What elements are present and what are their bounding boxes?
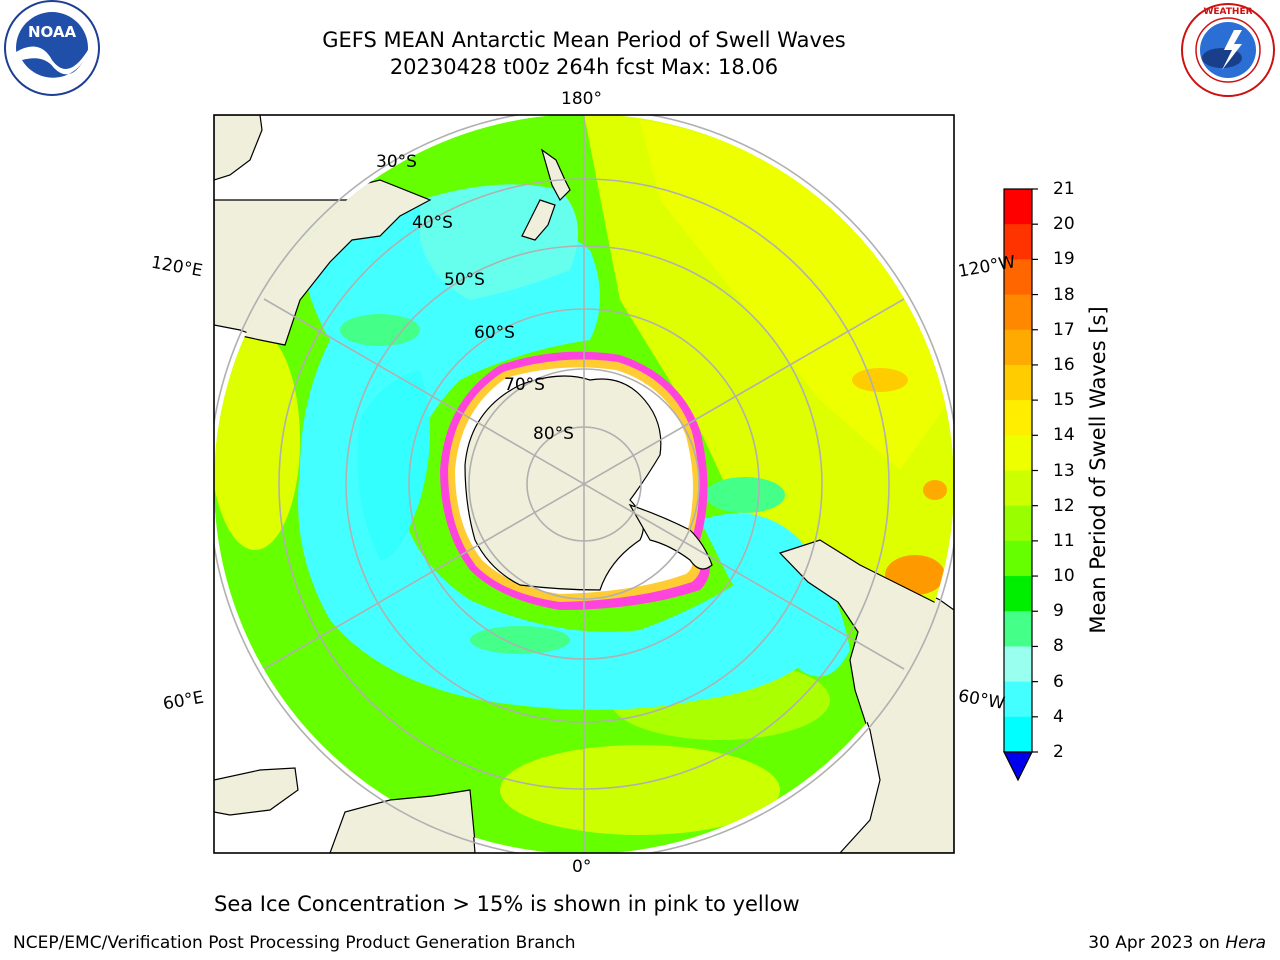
lon-label-0: 0° [572, 857, 592, 877]
colorbar-segment [1004, 505, 1032, 542]
colorbar-segment [1004, 646, 1032, 683]
lon-label-180: 180° [561, 89, 602, 109]
colorbar-segment [1004, 329, 1032, 366]
noaa-logo-text: NOAA [28, 23, 77, 41]
colorbar-tick-label: 12 [1053, 495, 1075, 516]
chart-title: GEFS MEAN Antarctic Mean Period of Swell… [322, 28, 846, 52]
graticule [214, 115, 954, 853]
colorbar-tick-label: 10 [1053, 566, 1075, 587]
footer-date-text: 30 Apr 2023 on [1088, 933, 1226, 953]
colorbar-tick-label: 20 [1053, 214, 1075, 235]
colorbar-tick-label: 18 [1053, 284, 1075, 305]
lat-label-30s: 30°S [376, 152, 417, 172]
sea-ice-footnote: Sea Ice Concentration > 15% is shown in … [214, 892, 800, 916]
colorbar-extend-arrow [1003, 751, 1033, 782]
colorbar-segment [1004, 716, 1032, 753]
colorbar-tick-label: 15 [1053, 390, 1075, 411]
footer-machine: Hera [1225, 933, 1266, 953]
colorbar-tick-label: 4 [1053, 706, 1064, 727]
colorbar [1003, 188, 1038, 782]
colorbar-tick-label: 2 [1053, 742, 1064, 762]
colorbar-label: Mean Period of Swell Waves [s] [1086, 306, 1110, 634]
colorbar-segment [1004, 576, 1032, 612]
colorbar-segment [1004, 294, 1032, 331]
map-frame [213, 114, 955, 854]
colorbar-tick-label: 9 [1053, 601, 1064, 622]
colorbar-tick-label: 21 [1053, 179, 1075, 199]
lat-label-80s: 80°S [533, 424, 574, 444]
colorbar-tick-label: 17 [1053, 319, 1075, 340]
lat-label-60s: 60°S [474, 323, 515, 343]
colorbar-tick-label: 6 [1053, 671, 1064, 692]
footer-branch: NCEP/EMC/Verification Post Processing Pr… [13, 933, 576, 953]
nws-logo-icon: WEATHER [1181, 3, 1275, 97]
colorbar-segment [1004, 224, 1032, 260]
colorbar-segment [1004, 189, 1032, 225]
colorbar-segment [1004, 364, 1032, 401]
colorbar-segment [1004, 259, 1032, 296]
colorbar-tick-label: 11 [1053, 530, 1075, 551]
footer-date: 30 Apr 2023 on Hera [1088, 932, 1266, 954]
colorbar-tick-label: 14 [1053, 425, 1075, 446]
colorbar-tick-label: 13 [1053, 460, 1075, 481]
colorbar-tick-label: 8 [1053, 636, 1064, 657]
colorbar-segment [1004, 540, 1032, 577]
lat-label-70s: 70°S [504, 375, 545, 395]
colorbar-segment [1004, 470, 1032, 507]
lat-label-40s: 40°S [412, 213, 453, 233]
noaa-logo-icon: NOAA [4, 0, 100, 96]
svg-text:WEATHER: WEATHER [1203, 7, 1252, 17]
colorbar-segment [1004, 435, 1032, 471]
lat-label-50s: 50°S [444, 270, 485, 290]
colorbar-tick-label: 16 [1053, 354, 1075, 375]
chart-subtitle: 20230428 t00z 264h fcst Max: 18.06 [389, 55, 779, 79]
colorbar-segment [1004, 400, 1032, 436]
swell-period-field [214, 115, 954, 853]
colorbar-segment [1004, 681, 1032, 718]
colorbar-tick-label: 19 [1053, 249, 1075, 270]
colorbar-segment [1004, 611, 1032, 647]
